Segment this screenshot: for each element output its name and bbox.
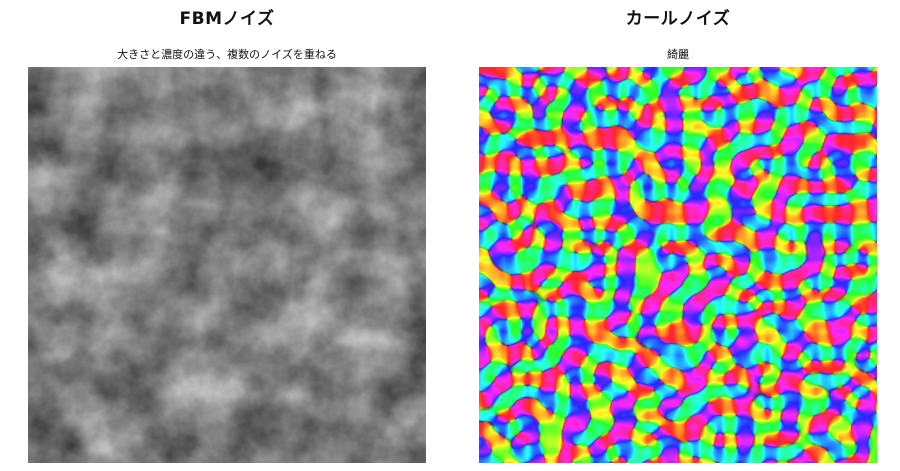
- fbm-noise-panel: FBMノイズ 大きさと濃度の違う、複数のノイズを重ねる: [28, 0, 426, 463]
- fbm-noise-image: [28, 67, 426, 463]
- curl-title: カールノイズ: [625, 9, 731, 29]
- fbm-subtitle: 大きさと濃度の違う、複数のノイズを重ねる: [117, 48, 337, 61]
- curl-noise-panel: カールノイズ 綺麗: [479, 0, 877, 463]
- curl-subtitle: 綺麗: [667, 48, 689, 61]
- fbm-title: FBMノイズ: [179, 9, 275, 29]
- curl-noise-image: [479, 67, 877, 463]
